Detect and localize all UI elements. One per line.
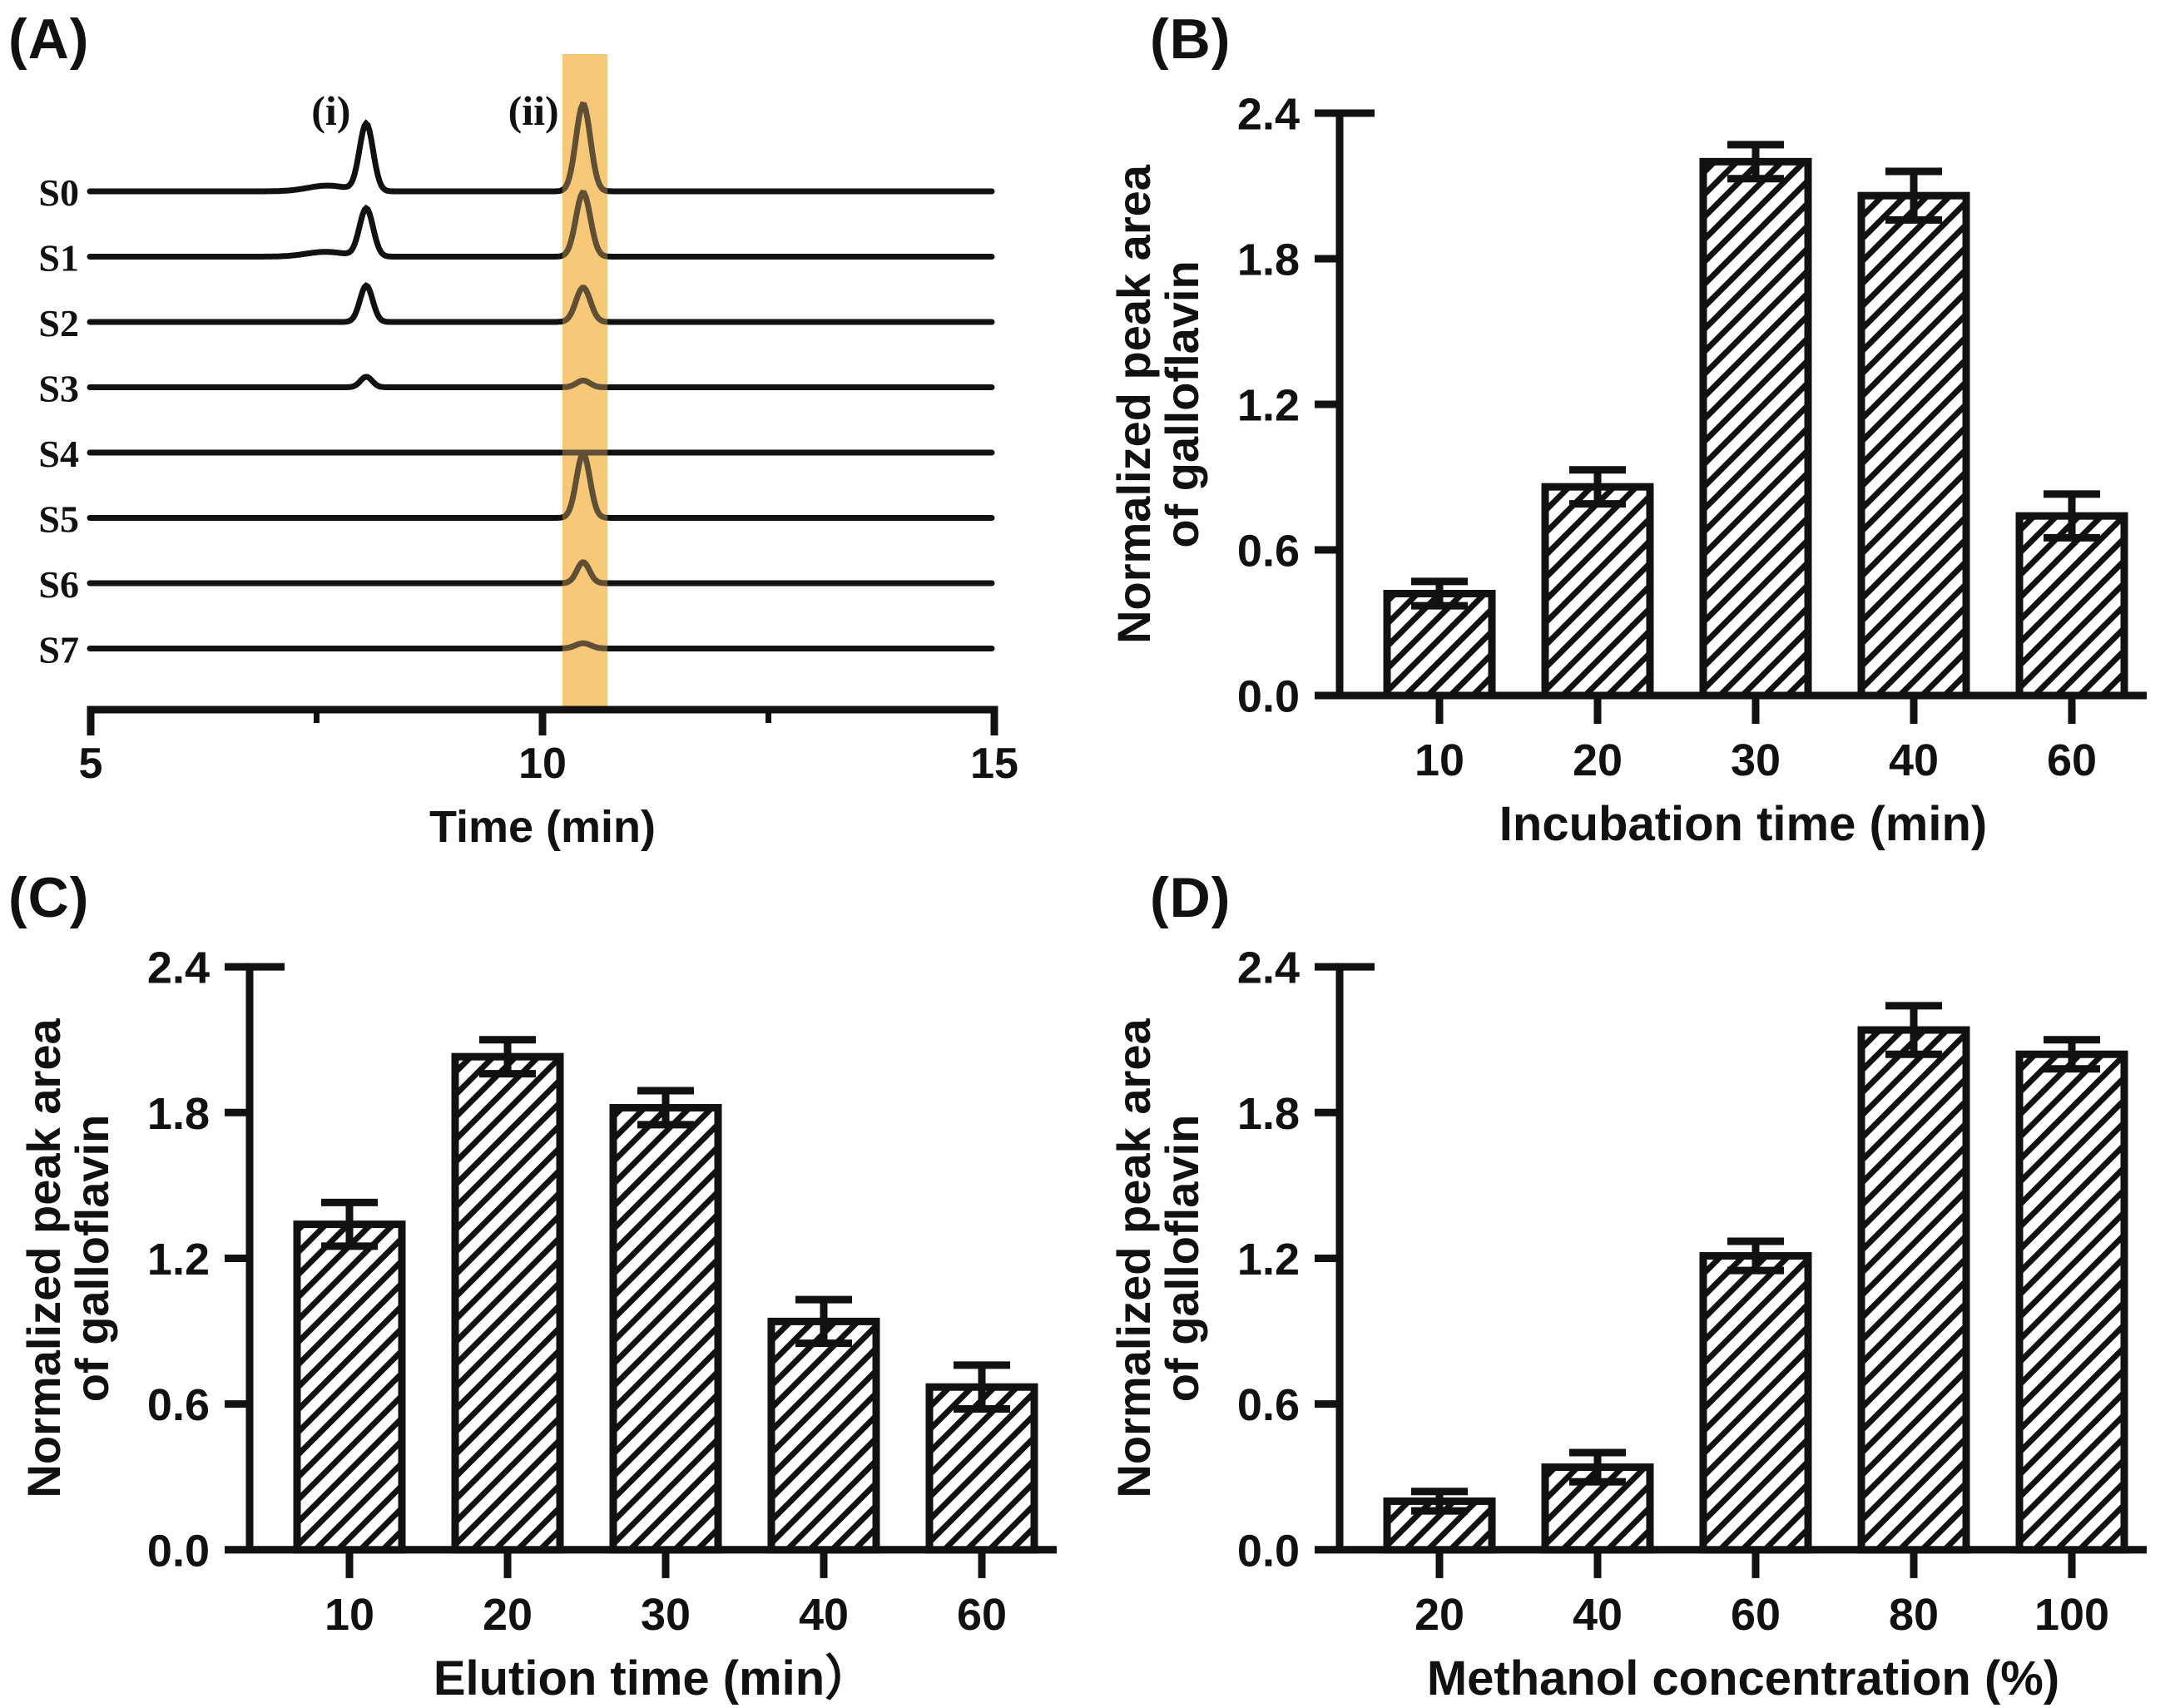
panel-d: (D) 0.0 0.6 1.2 1.8 2.4 Normalized peak area o… — [1090, 854, 2180, 1708]
y-axis-title-line2: of galloflavin — [1156, 260, 1208, 547]
y-tick-label: 0.6 — [147, 1380, 210, 1430]
trace-label-S0: S0 — [38, 171, 79, 214]
bar-20 — [1541, 483, 1654, 700]
bar-100 — [2015, 1050, 2128, 1554]
trace-label-S3: S3 — [38, 368, 79, 410]
bar-30 — [609, 1103, 722, 1554]
x-axis-title: Time (min) — [429, 802, 656, 852]
x-axis-title: Elution time (min） — [434, 1651, 873, 1706]
highlight-band-tint — [562, 54, 608, 710]
panel-d-label: (D) — [1150, 866, 1231, 929]
panel-c-label: (C) — [8, 866, 90, 929]
trace-S3 — [87, 374, 995, 390]
trace-S6 — [87, 559, 995, 587]
trace-S5 — [87, 451, 995, 521]
trace-label-S2: S2 — [38, 302, 79, 344]
x-tick-label-30: 30 — [1731, 735, 1781, 785]
y-tick-label: 2.4 — [1237, 89, 1300, 139]
bar-10 — [293, 1220, 406, 1554]
y-axis-title-line2: of galloflavin — [1156, 1115, 1208, 1403]
x-tick-label-10: 10 — [325, 1590, 374, 1640]
x-tick-label: 5 — [79, 740, 103, 788]
y-axis-title-line1: Normalized peak area — [1107, 1017, 1160, 1498]
peak-annotation-i: (i) — [311, 87, 350, 134]
y-tick-label: 1.8 — [147, 1089, 210, 1139]
y-tick-label: 1.2 — [1237, 380, 1300, 430]
trace-label-S4: S4 — [38, 433, 79, 475]
y-tick-label: 1.2 — [1237, 1235, 1300, 1285]
y-tick-label: 0.6 — [1237, 526, 1300, 576]
bar-80 — [1857, 1026, 1970, 1554]
y-tick-label: 0.0 — [1237, 671, 1300, 721]
panel-c: (C) 0.0 0.6 1.2 1.8 2.4 Normalized peak area o… — [0, 854, 1090, 1708]
x-tick-label-80: 80 — [1889, 1590, 1939, 1640]
x-tick-label-20: 20 — [1415, 1590, 1464, 1640]
trace-label-S6: S6 — [38, 563, 79, 606]
y-axis-title-line1: Normalized peak area — [17, 1017, 70, 1498]
y-tick-label: 2.4 — [1237, 943, 1300, 993]
trace-label-S1: S1 — [38, 237, 79, 280]
trace-S2 — [87, 281, 995, 325]
bar-10 — [1383, 590, 1496, 700]
x-tick-label-60: 60 — [1731, 1590, 1781, 1640]
y-tick-label: 2.4 — [147, 943, 210, 993]
chromatogram-canvas: S0 S1 S2 S3 S4 S5 S6 S7 (i) (ii) 5 10 15 Time (min) — [38, 54, 1018, 852]
x-axis-title: Incubation time (min) — [1499, 797, 1987, 851]
x-tick-label-100: 100 — [2034, 1590, 2109, 1640]
y-tick-label: 0.6 — [1237, 1380, 1300, 1430]
trace-S1 — [87, 189, 995, 260]
bar-60 — [1699, 1252, 1812, 1554]
x-tick-label: 10 — [518, 740, 567, 788]
bar-20 — [451, 1052, 564, 1554]
x-tick-label-10: 10 — [1415, 735, 1464, 785]
trace-label-S5: S5 — [38, 498, 79, 541]
x-tick-label-40: 40 — [1889, 735, 1939, 785]
x-tick-label: 15 — [970, 740, 1018, 788]
bar-40 — [767, 1317, 880, 1554]
y-tick-label: 0.0 — [147, 1526, 210, 1576]
bar-40 — [1857, 191, 1970, 700]
trace-S7 — [87, 640, 995, 651]
panel-b: (B) 0.0 0.6 1.2 1.8 2.4 Normalized peak area o… — [1090, 0, 2180, 854]
y-tick-label: 1.2 — [147, 1235, 210, 1285]
panel-a-label: (A) — [8, 7, 90, 71]
panel-a: (A) S0 S1 S2 S3 S4 S5 S6 S7 (i) (ii) 5 10 15 Time (mi… — [0, 0, 1090, 854]
y-tick-label: 1.8 — [1237, 1089, 1300, 1139]
x-tick-label-60: 60 — [2047, 735, 2097, 785]
y-axis — [245, 963, 285, 1550]
trace-S0 — [87, 101, 995, 195]
y-axis-title-line2: of galloflavin — [66, 1115, 118, 1403]
x-tick-label-30: 30 — [641, 1590, 691, 1640]
bar-60 — [2015, 512, 2128, 700]
y-axis-title-line1: Normalized peak area — [1107, 164, 1160, 644]
y-axis — [1335, 963, 1375, 1550]
y-tick-label: 1.8 — [1237, 235, 1300, 285]
x-axis-title: Methanol concentration (%) — [1427, 1651, 2059, 1706]
y-axis — [1335, 109, 1375, 696]
y-tick-label: 0.0 — [1237, 1526, 1300, 1576]
bar-30 — [1699, 157, 1812, 700]
x-tick-label-20: 20 — [483, 1590, 533, 1640]
panel-b-label: (B) — [1150, 7, 1231, 71]
x-tick-label-20: 20 — [1573, 735, 1623, 785]
trace-label-S7: S7 — [38, 629, 79, 671]
peak-annotation-ii: (ii) — [508, 87, 559, 134]
x-tick-label-40: 40 — [799, 1590, 849, 1640]
x-tick-label-60: 60 — [957, 1590, 1007, 1640]
x-tick-label-40: 40 — [1573, 1590, 1623, 1640]
